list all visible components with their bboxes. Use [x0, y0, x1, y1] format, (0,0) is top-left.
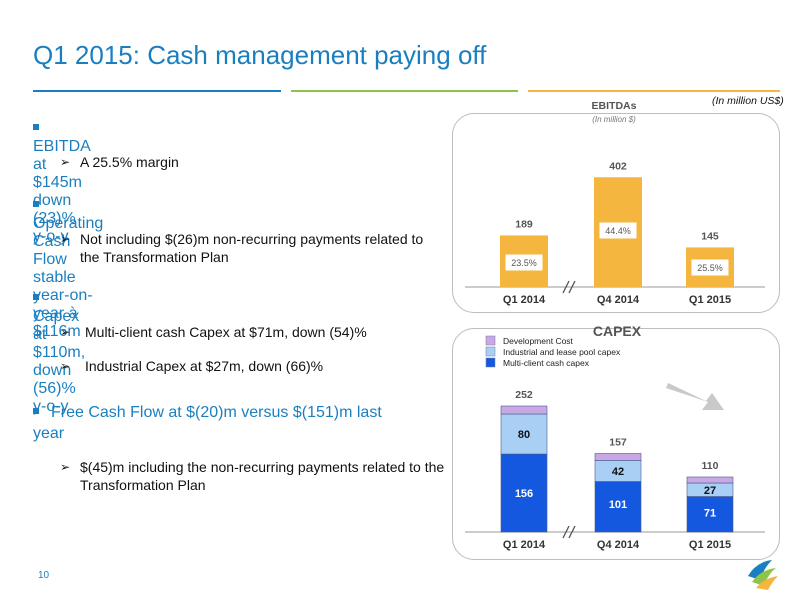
ebitda-category-label: Q1 2014: [503, 294, 546, 306]
legend-label: Multi-client cash capex: [503, 358, 590, 368]
bullet-square-icon: [33, 123, 39, 130]
ebitda-chart-panel: [452, 113, 780, 313]
sub-bullet: ➢ Multi-client cash Capex at $71m, down (…: [60, 324, 367, 340]
capex-bar-segment: [500, 413, 548, 455]
trend-arrow-icon: [666, 383, 724, 410]
ebitda-bars: 189 23.5% Q1 2014 402 44.4% Q4 2014 145 25.5% Q1…: [465, 160, 765, 306]
bullet-ebitda: EBITDA at $145m down (23)% y-o-y: [33, 120, 90, 246]
ebitda-margin-label: 25.5%: [697, 263, 723, 273]
capex-bars: 156 80 252 Q1 2014 101 42 157 Q4 2014 71 27 110 Q1 …: [465, 389, 765, 551]
sub-bullet: ➢ Industrial Capex at $27m, down (66)%: [60, 358, 324, 374]
capex-category-label: Q4 2014: [597, 539, 640, 551]
unit-note: (In million US$): [712, 95, 784, 107]
axis-break-icon: [562, 525, 570, 539]
capex-segment-label: 80: [518, 429, 530, 441]
ebitda-margin-box: [690, 258, 730, 277]
title-rule-orange: [528, 90, 780, 92]
capex-segment-label: 42: [612, 466, 624, 478]
capex-category-label: Q1 2014: [503, 539, 546, 551]
legend-label: Development Cost: [503, 336, 574, 346]
bullet-square-icon: [33, 200, 39, 207]
capex-chart-panel: [452, 328, 780, 560]
capex-bar-segment: [500, 405, 548, 415]
sub-bullet: ➢ $(45)m including the non-recurring paym…: [60, 459, 445, 493]
ebitda-category-label: Q1 2015: [689, 294, 731, 306]
title-rule-green: [291, 90, 518, 92]
sub-bullet: ➢ A 25.5% margin: [60, 154, 179, 170]
bullet-square-icon: [33, 293, 39, 300]
legend-swatch: [485, 357, 496, 368]
bullet-free-cash-flow: Free Cash Flow at $(20)m versus $(151)m …: [33, 404, 382, 442]
bullet-square-icon: [33, 407, 39, 414]
page-title: Q1 2015: Cash management paying off: [33, 40, 487, 70]
capex-segment-label: 101: [609, 499, 627, 511]
capex-category-label: Q1 2015: [689, 539, 731, 551]
capex-bar-segment: [594, 453, 642, 461]
ebitda-value-label: 189: [515, 218, 533, 230]
legend-swatch: [485, 335, 496, 346]
capex-total-label: 110: [702, 460, 719, 472]
arrow-bullet-icon: ➢: [60, 460, 71, 474]
capex-segment-label: 27: [704, 485, 716, 497]
ebitda-margin-label: 23.5%: [511, 258, 537, 268]
capex-total-label: 157: [609, 437, 627, 449]
capex-bar-segment: [594, 481, 642, 533]
arrow-bullet-icon: ➢: [60, 325, 71, 339]
axis-break-icon: [568, 280, 576, 294]
legend-swatch: [485, 346, 496, 357]
ebitda-value-label: 402: [609, 160, 627, 172]
ebitda-margin-label: 44.4%: [605, 226, 631, 236]
legend-label: Industrial and lease pool capex: [503, 347, 621, 357]
capex-segment-label: 156: [515, 488, 533, 500]
capex-chart-title: CAPEX: [593, 323, 642, 339]
capex-total-label: 252: [515, 389, 533, 401]
ebitda-margin-box: [504, 253, 544, 272]
capex-bar-segment: [686, 476, 734, 484]
capex-bar-segment: [686, 496, 734, 533]
bullet-capex: Capex at $110m, down (56)% y-o-y: [33, 290, 85, 416]
arrow-bullet-icon: ➢: [60, 232, 71, 246]
axis-break-icon: [562, 280, 570, 294]
ebitda-chart-subtitle: (In million $): [592, 115, 636, 124]
title-rule-blue: [33, 90, 281, 92]
ebitda-category-label: Q4 2014: [597, 294, 640, 306]
ebitda-margin-box: [598, 221, 638, 240]
ebitda-value-label: 145: [701, 230, 719, 242]
arrow-bullet-icon: ➢: [60, 359, 71, 373]
sub-bullet: ➢ Not including $(26)m non-recurring paym…: [60, 231, 424, 265]
axis-break-icon: [568, 525, 576, 539]
arrow-bullet-icon: ➢: [60, 155, 71, 169]
page-number: 10: [38, 570, 50, 581]
bullet-operating-cash-flow: Operating Cash Flow stable year-on-year …: [33, 197, 103, 341]
company-logo: [748, 560, 778, 590]
capex-bar-segment: [500, 453, 548, 533]
ebitda-chart-title: EBITDAs: [592, 100, 637, 112]
capex-segment-label: 71: [704, 507, 716, 519]
